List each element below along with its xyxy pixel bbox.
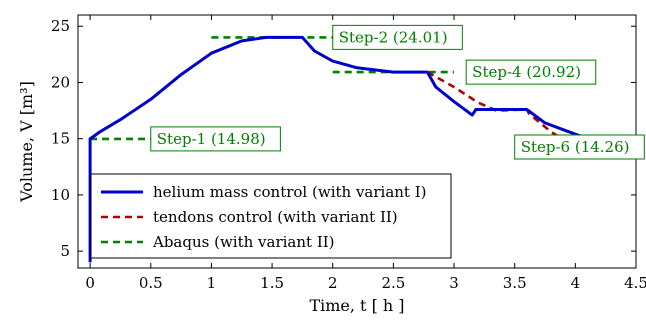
annotation-label: Step-6 (14.26) <box>521 138 630 156</box>
annotation-label: Step-4 (20.92) <box>472 63 581 81</box>
legend-label: Abaqus (with variant II) <box>152 233 335 251</box>
y-tick-label: 15 <box>51 130 70 148</box>
y-tick-label: 10 <box>51 186 70 204</box>
x-tick-label: 2 <box>328 274 338 292</box>
x-tick-label: 0 <box>85 274 95 292</box>
legend-label: tendons control (with variant II) <box>153 208 398 226</box>
legend: helium mass control (with variant I) tend… <box>90 173 452 259</box>
y-tick-label: 25 <box>51 17 70 35</box>
series-helium-line <box>88 35 625 263</box>
legend-box <box>90 173 452 259</box>
annotation-box <box>332 24 463 50</box>
y-tick-label: 20 <box>51 73 70 91</box>
annotation-box <box>514 134 645 160</box>
legend-label: helium mass control (with variant I) <box>153 183 427 201</box>
x-tick-label: 1 <box>207 274 217 292</box>
x-tick-label: 0.5 <box>139 274 163 292</box>
x-tick-label: 1.5 <box>260 274 284 292</box>
annotation-label: Step-1 (14.98) <box>157 130 266 148</box>
x-tick-label: 3.5 <box>503 274 527 292</box>
x-tick-label: 4 <box>571 274 581 292</box>
x-axis-label: Time, t [ h ] <box>309 296 404 315</box>
x-tick-label: 2.5 <box>381 274 405 292</box>
y-tick-label: 5 <box>60 242 70 260</box>
axis-ticks: 0 0.5 1 1.5 2 2.5 3 3.5 4 4.5 5 10 15 20 25 <box>51 15 646 292</box>
annotation-box <box>150 126 281 152</box>
annotation-box <box>465 59 597 85</box>
y-axis-label: Volume, V [m³] <box>17 81 36 203</box>
annotation-label: Step-2 (24.01) <box>339 28 448 46</box>
x-tick-label: 4.5 <box>624 274 646 292</box>
x-tick-label: 3 <box>449 274 459 292</box>
annotations: Step-1 (14.98) Step-2 (24.01) Step-4 (20.9… <box>150 24 645 160</box>
